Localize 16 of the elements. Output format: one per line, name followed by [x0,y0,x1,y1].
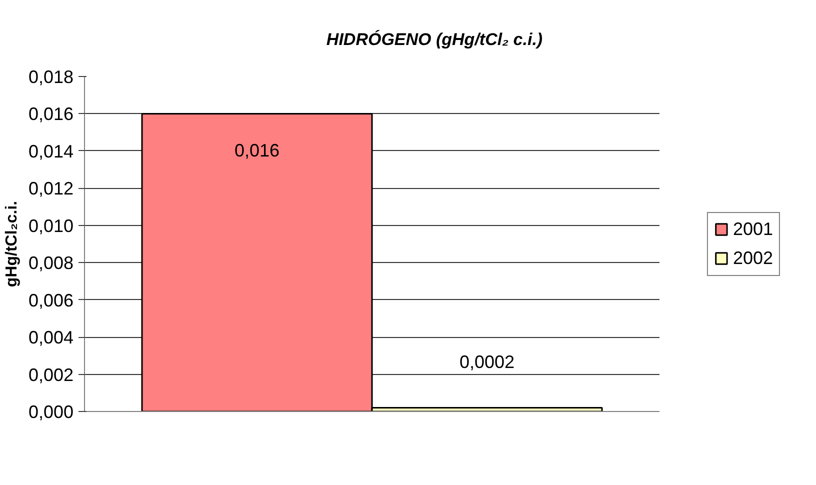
y-tick-label: 0,006 [28,290,74,310]
legend-label: 2002 [732,248,773,268]
y-tick-label: 0,016 [28,104,74,124]
y-tick-label: 0,010 [28,216,74,236]
y-tick-label: 0,008 [28,253,74,274]
y-tick-label: 0,012 [28,178,74,199]
y-tick-label: 0,004 [28,328,74,348]
y-tick-label: 0,002 [28,364,74,385]
chart-title: HIDRÓGENO (gHg/tCl₂ c.i.) [326,29,543,49]
y-tick-label: 0,014 [28,141,74,162]
y-axis-title: gHg/tCl₂c.i. [3,200,20,288]
legend-label: 2001 [732,218,773,240]
y-tick-label: 0,018 [28,67,74,87]
y-tick-label: 0,000 [28,402,74,422]
data-label: 0,0002 [459,352,515,372]
data-label: 0,016 [234,140,280,161]
